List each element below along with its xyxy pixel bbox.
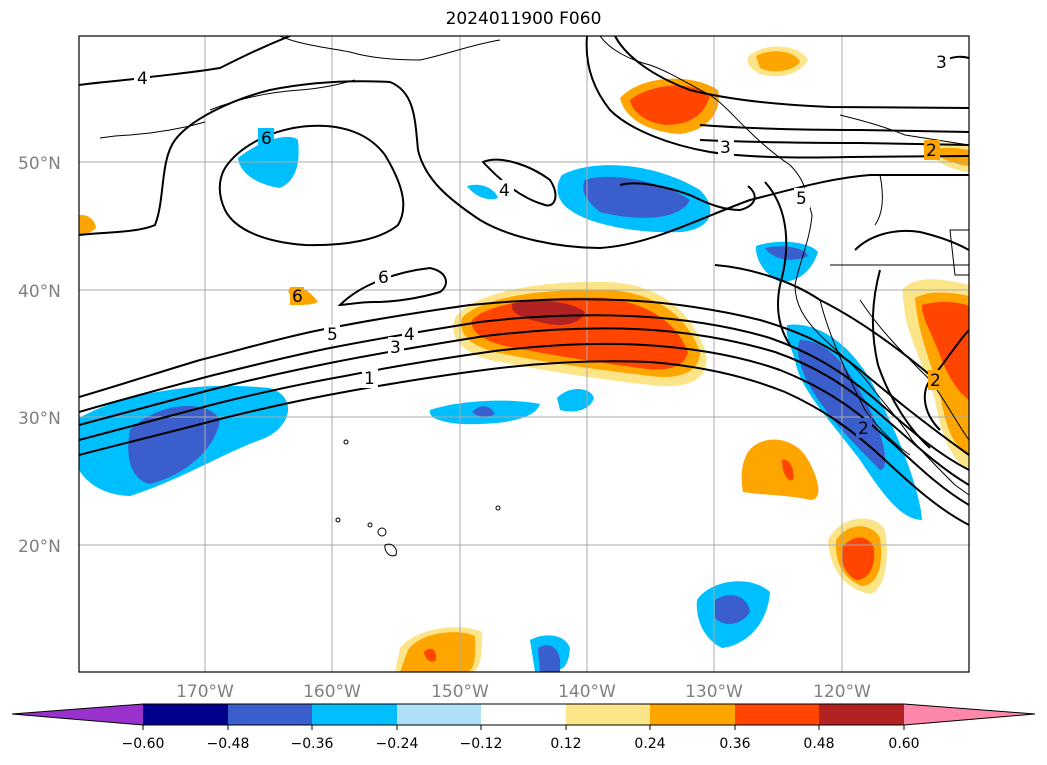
- colorbar-extend-left: [12, 704, 143, 725]
- colorbar-tick-label: 0.48: [803, 736, 834, 752]
- contour-label: 1: [364, 369, 375, 389]
- contour-label: 6: [261, 129, 272, 149]
- contour-label: 6: [292, 287, 303, 307]
- colorbar-segment: [819, 704, 904, 725]
- colorbar-extend-right: [904, 704, 1035, 725]
- contour-label: 6: [378, 268, 389, 288]
- contour-label: 5: [796, 189, 807, 209]
- colorbar-tick-label: 0.12: [550, 736, 581, 752]
- contour-label: 2: [930, 371, 941, 391]
- colorbar-tick-label: 0.60: [888, 736, 919, 752]
- map-plot: 4 6 6 4 6 5 4 3 1 3 3 2 5 2: [79, 36, 969, 672]
- colorbar-segment: [143, 704, 228, 725]
- contour-label: 5: [327, 325, 338, 345]
- contour-lines: [79, 36, 969, 526]
- contour-labels: 4 6 6 4 6 5 4 3 1 3 3 2 5 2: [134, 52, 950, 439]
- contour-label: 3: [390, 338, 401, 358]
- latitude-labels: 50°N 40°N 30°N 20°N: [18, 154, 61, 557]
- colorbar-tick-label: −0.24: [376, 736, 419, 752]
- contour-label: 3: [720, 138, 731, 158]
- colorbar-segment: [228, 704, 312, 725]
- contour-label: 4: [137, 69, 148, 89]
- colorbar-segment: [397, 704, 481, 725]
- lat-label: 40°N: [18, 282, 61, 302]
- lon-label: 150°W: [431, 682, 489, 702]
- colorbar-segment: [312, 704, 397, 725]
- colorbar-tick-label: 0.24: [634, 736, 665, 752]
- colorbar-segment: [735, 704, 819, 725]
- colorbar: −0.60 −0.48 −0.36 −0.24 −0.12 0.12 0.24 …: [11, 703, 1036, 752]
- lon-label: 170°W: [176, 682, 234, 702]
- colorbar-segment: [566, 704, 650, 725]
- contour-label: 4: [499, 181, 510, 201]
- colorbar-tick-label: −0.60: [122, 736, 165, 752]
- lon-label: 160°W: [303, 682, 361, 702]
- contour-label: 2: [858, 419, 869, 439]
- lon-label: 130°W: [685, 682, 743, 702]
- lon-label: 140°W: [558, 682, 616, 702]
- map-title: 2024011900 F060: [445, 9, 602, 29]
- longitude-labels: 170°W 160°W 150°W 140°W 130°W 120°W: [176, 682, 871, 702]
- colorbar-segment: [650, 704, 735, 725]
- colorbar-segment: [481, 704, 566, 725]
- colorbar-tick-label: 0.36: [719, 736, 750, 752]
- colorbar-tick-label: −0.48: [207, 736, 250, 752]
- lon-label: 120°W: [813, 682, 871, 702]
- map-frame: [78, 35, 970, 673]
- colorbar-tick-label: −0.36: [291, 736, 334, 752]
- contour-label: 2: [926, 141, 937, 161]
- lat-label: 30°N: [18, 409, 61, 429]
- lat-label: 50°N: [18, 154, 61, 174]
- colorbar-tick-label: −0.12: [460, 736, 503, 752]
- lat-label: 20°N: [18, 537, 61, 557]
- contour-label: 3: [936, 53, 947, 73]
- contour-label: 4: [404, 325, 415, 345]
